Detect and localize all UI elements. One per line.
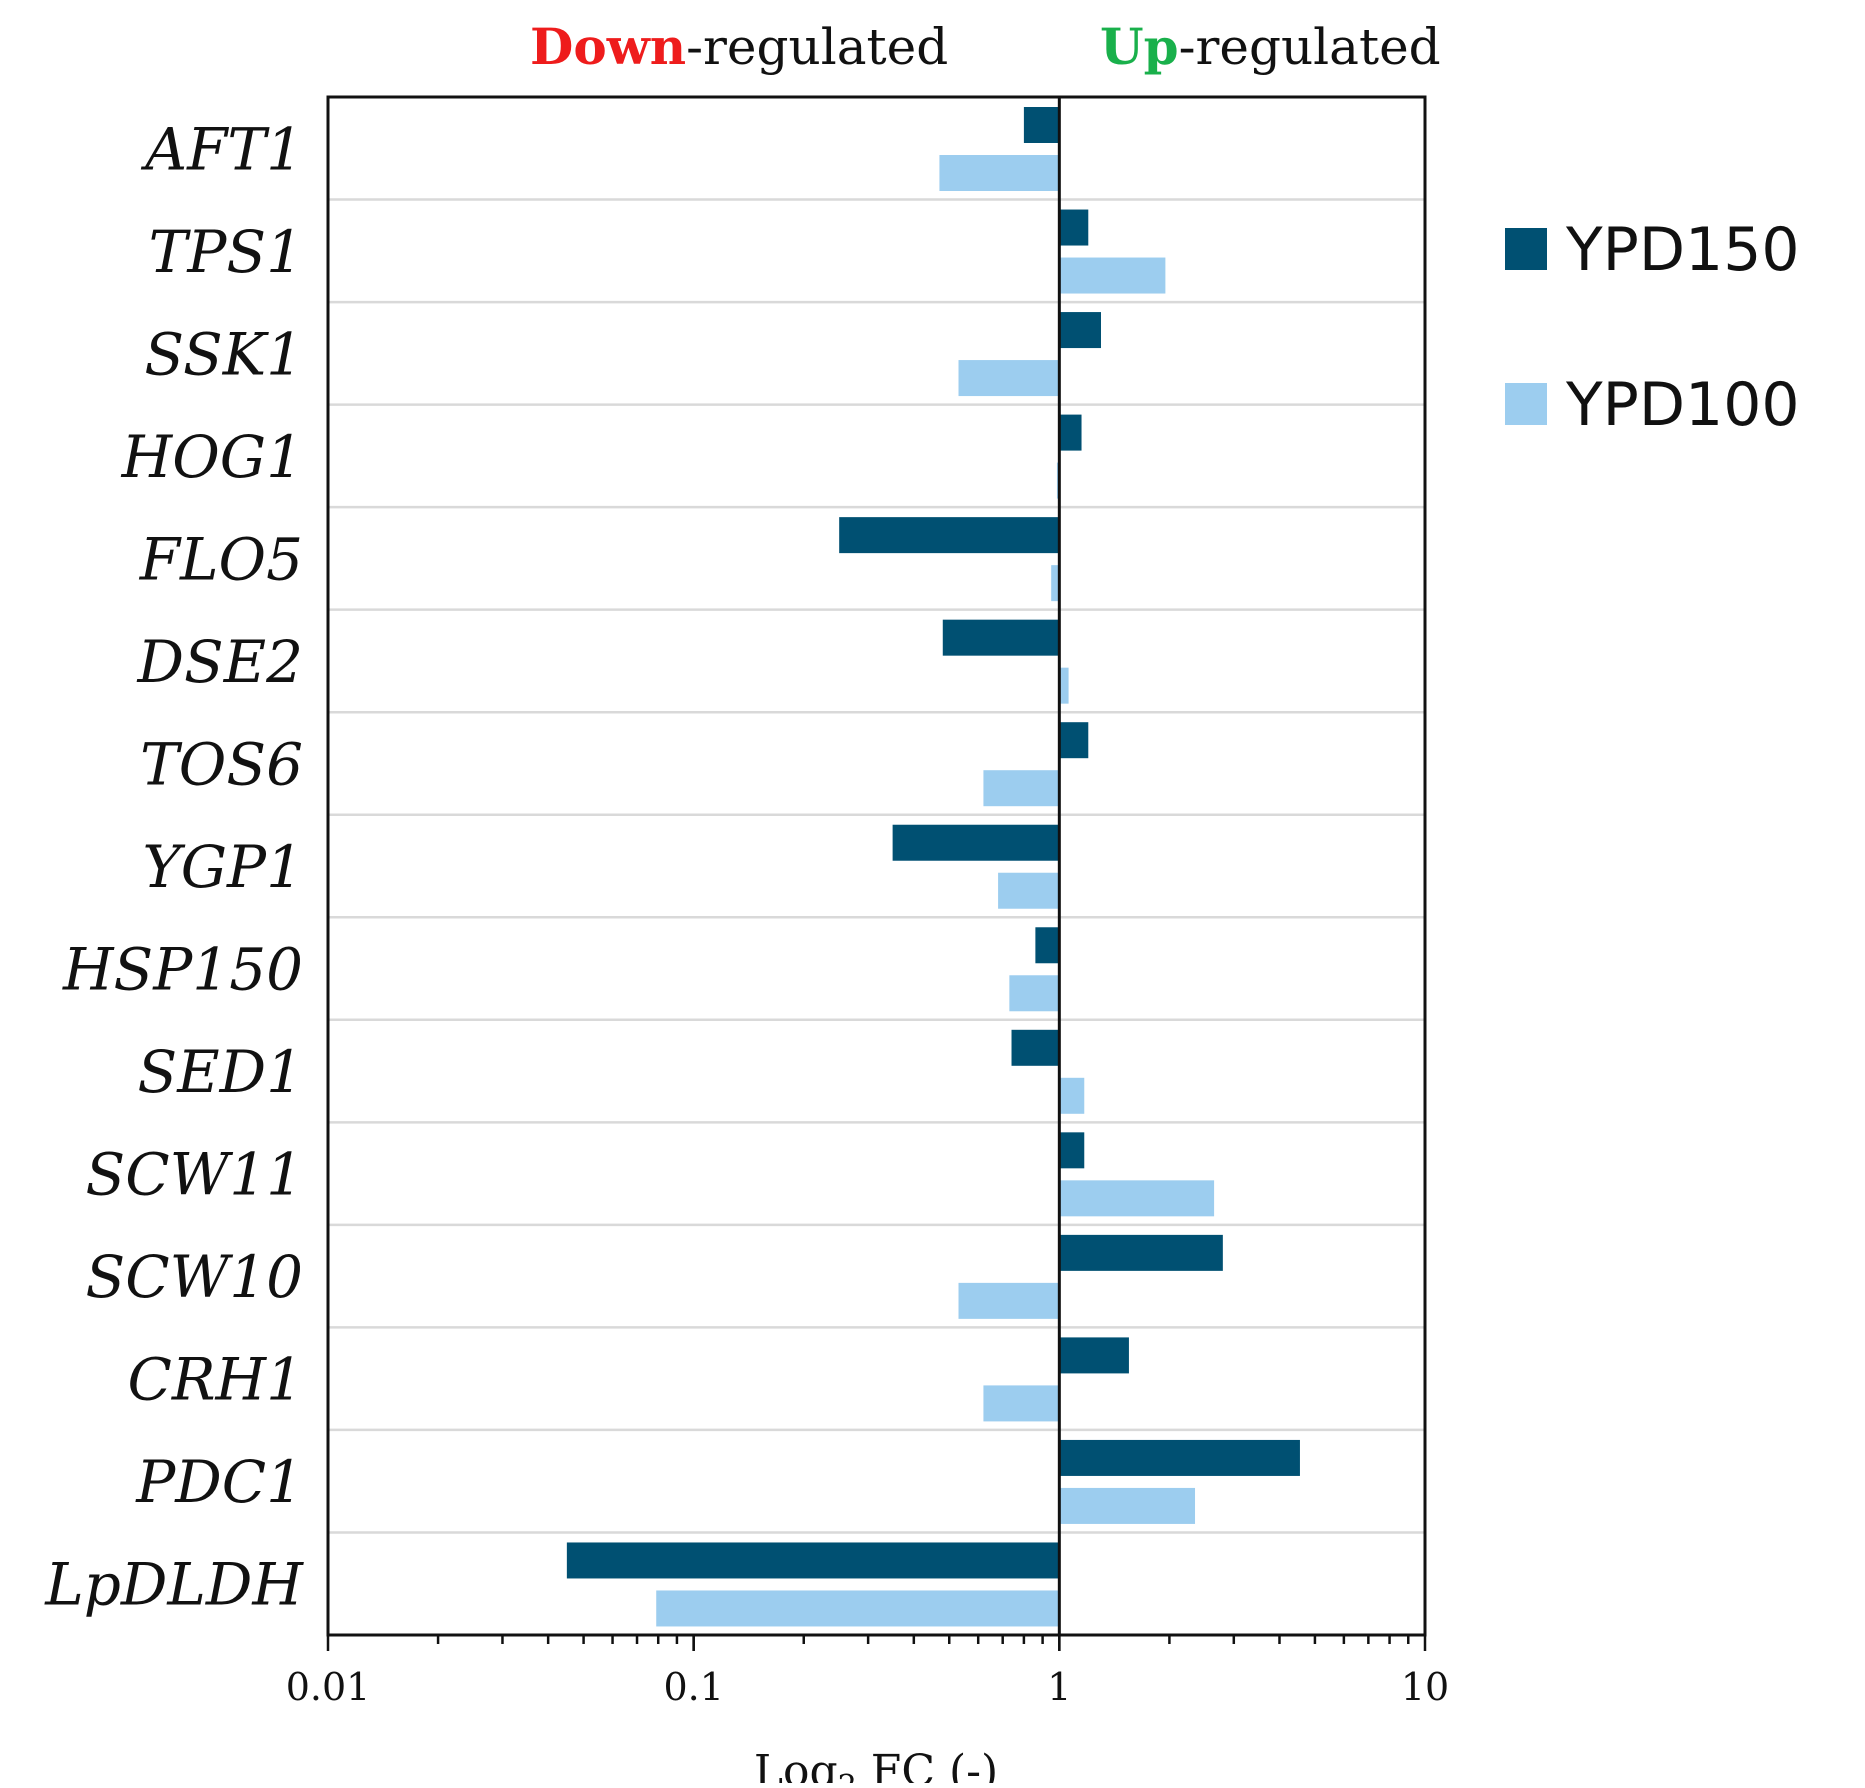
legend-label: YPD100 bbox=[1565, 370, 1800, 440]
bar-ypd150-ygp1 bbox=[892, 824, 1060, 861]
x-axis-title-main: Log bbox=[754, 1746, 838, 1783]
x-tick-label: 1 bbox=[1047, 1665, 1071, 1709]
bar-ypd100-tps1 bbox=[1059, 257, 1166, 294]
legend: YPD150 YPD100 bbox=[1505, 215, 1800, 440]
bar-ypd100-sed1 bbox=[1059, 1077, 1085, 1114]
gene-label-lpdldh: LpDLDH bbox=[44, 1551, 304, 1619]
gene-label-flo5: FLO5 bbox=[139, 525, 303, 593]
x-axis-title: Log2 FC (-) bbox=[754, 1746, 998, 1783]
down-emphasis: Down bbox=[530, 17, 686, 76]
bar-ypd100-lpdldh bbox=[656, 1590, 1060, 1627]
legend-swatch bbox=[1505, 383, 1547, 425]
down-regulated-label: Down-regulated bbox=[530, 17, 948, 76]
bar-ypd100-scw11 bbox=[1059, 1180, 1215, 1217]
legend-swatch bbox=[1505, 228, 1547, 270]
bar-ypd150-hog1 bbox=[1059, 414, 1082, 451]
gene-label-hog1: HOG1 bbox=[121, 423, 303, 491]
legend-item-ypd150: YPD150 bbox=[1505, 215, 1800, 285]
gene-label-hsp150: HSP150 bbox=[62, 936, 303, 1004]
bars bbox=[566, 107, 1300, 1627]
bar-ypd100-dse2 bbox=[1059, 667, 1069, 704]
bar-ypd150-scw11 bbox=[1059, 1132, 1085, 1169]
x-tick-label: 0.01 bbox=[286, 1665, 371, 1709]
bar-ypd100-scw10 bbox=[958, 1282, 1060, 1319]
x-tick-label: 10 bbox=[1401, 1665, 1449, 1709]
bar-ypd150-sed1 bbox=[1011, 1029, 1060, 1066]
bar-ypd100-hsp150 bbox=[1009, 975, 1060, 1012]
gene-label-tos6: TOS6 bbox=[140, 730, 303, 798]
bar-ypd100-ssk1 bbox=[958, 360, 1060, 397]
up-suffix: -regulated bbox=[1179, 18, 1441, 76]
gene-label-tps1: TPS1 bbox=[149, 218, 303, 286]
bar-ypd100-flo5 bbox=[1051, 565, 1060, 602]
chart-header: Down-regulated Up-regulated bbox=[530, 17, 1441, 76]
gene-label-scw11: SCW11 bbox=[85, 1141, 303, 1209]
bar-ypd100-crh1 bbox=[983, 1385, 1060, 1422]
bar-ypd150-aft1 bbox=[1023, 107, 1060, 143]
bar-ypd150-flo5 bbox=[839, 517, 1060, 554]
plot-frame bbox=[326, 95, 1427, 1637]
gene-label-dse2: DSE2 bbox=[137, 628, 303, 696]
gene-label-ssk1: SSK1 bbox=[144, 320, 303, 388]
legend-item-ypd100: YPD100 bbox=[1505, 370, 1800, 440]
up-regulated-label: Up-regulated bbox=[1100, 17, 1441, 76]
x-tick-label: 0.1 bbox=[663, 1665, 723, 1709]
bar-ypd100-pdc1 bbox=[1059, 1487, 1196, 1524]
bar-ypd100-aft1 bbox=[939, 155, 1060, 191]
bar-ypd150-tps1 bbox=[1059, 209, 1089, 246]
up-emphasis: Up bbox=[1100, 17, 1179, 76]
gene-label-pdc1: PDC1 bbox=[135, 1448, 303, 1516]
down-suffix: -regulated bbox=[686, 18, 948, 76]
x-tick-labels: 0.01 0.1 1 10 bbox=[286, 1665, 1449, 1709]
x-axis-title-rest: FC (-) bbox=[857, 1746, 998, 1783]
bar-ypd150-pdc1 bbox=[1059, 1439, 1300, 1476]
bar-ypd150-dse2 bbox=[942, 619, 1060, 656]
gene-label-scw10: SCW10 bbox=[85, 1243, 303, 1311]
bar-ypd150-tos6 bbox=[1059, 722, 1089, 759]
bar-ypd150-ssk1 bbox=[1059, 312, 1101, 349]
gridlines bbox=[328, 198, 1425, 1534]
gene-label-crh1: CRH1 bbox=[127, 1346, 303, 1414]
legend-label: YPD150 bbox=[1565, 215, 1800, 285]
bar-ypd150-crh1 bbox=[1059, 1337, 1129, 1374]
bar-ypd150-lpdldh bbox=[566, 1542, 1060, 1579]
axes bbox=[326, 95, 1427, 1651]
bar-ypd150-hsp150 bbox=[1035, 927, 1060, 964]
bar-ypd100-ygp1 bbox=[998, 872, 1060, 909]
x-axis-title-subscript: 2 bbox=[838, 1769, 857, 1783]
gene-label-aft1: AFT1 bbox=[140, 115, 303, 183]
bar-ypd100-tos6 bbox=[983, 770, 1060, 807]
gene-label-sed1: SED1 bbox=[138, 1038, 303, 1106]
gene-label-ygp1: YGP1 bbox=[142, 833, 303, 901]
category-labels: AFT1 TPS1 SSK1 HOG1 FLO5 DSE2 TOS6 YGP1 HSP150 SE… bbox=[44, 115, 304, 1618]
bar-ypd150-scw10 bbox=[1059, 1234, 1223, 1271]
